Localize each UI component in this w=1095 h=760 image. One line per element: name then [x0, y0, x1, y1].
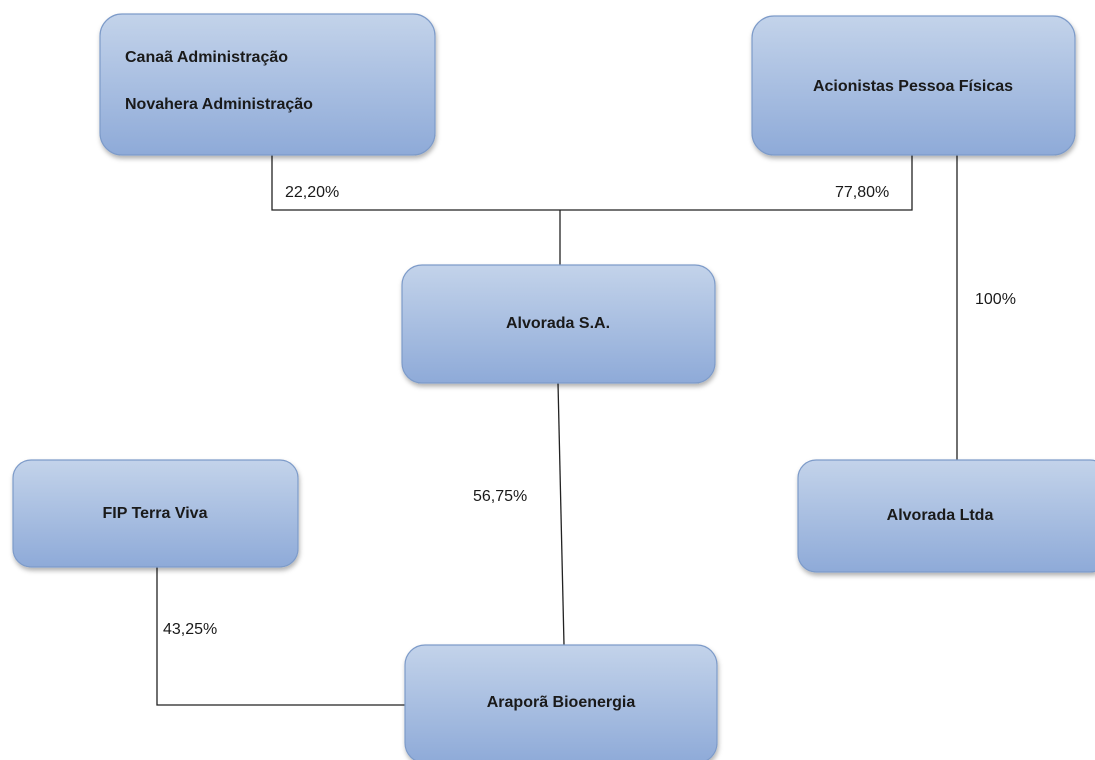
- node-label: Acionistas Pessoa Físicas: [813, 78, 1013, 95]
- edge-label: 43,25%: [163, 621, 217, 638]
- connector: [156, 567, 405, 706]
- edge-label: 77,80%: [835, 184, 889, 201]
- node-label: FIP Terra Viva: [103, 505, 208, 522]
- node-label: Araporã Bioenergia: [487, 694, 636, 711]
- nodes: Canaã Administração Novahera Administraç…: [12, 13, 1095, 760]
- connector: [557, 382, 565, 646]
- node-box: [404, 644, 718, 760]
- node-label: Alvorada Ltda: [887, 507, 994, 524]
- edge-labels: 22,20% 77,80% 100% 56,75% 43,25%: [163, 184, 1016, 638]
- connectors: [156, 155, 958, 706]
- node-box: [401, 264, 716, 384]
- node-box: [12, 459, 299, 568]
- edge-label: 56,75%: [473, 488, 527, 505]
- node-box: [751, 15, 1076, 156]
- node-box: [797, 459, 1095, 573]
- edge-label: 100%: [975, 291, 1016, 308]
- node-label: Novahera Administração: [125, 96, 313, 113]
- node-box: [99, 13, 436, 156]
- connector: [271, 155, 913, 211]
- edge-label: 22,20%: [285, 184, 339, 201]
- node-label: Alvorada S.A.: [506, 315, 610, 332]
- node-label: Canaã Administração: [125, 49, 288, 66]
